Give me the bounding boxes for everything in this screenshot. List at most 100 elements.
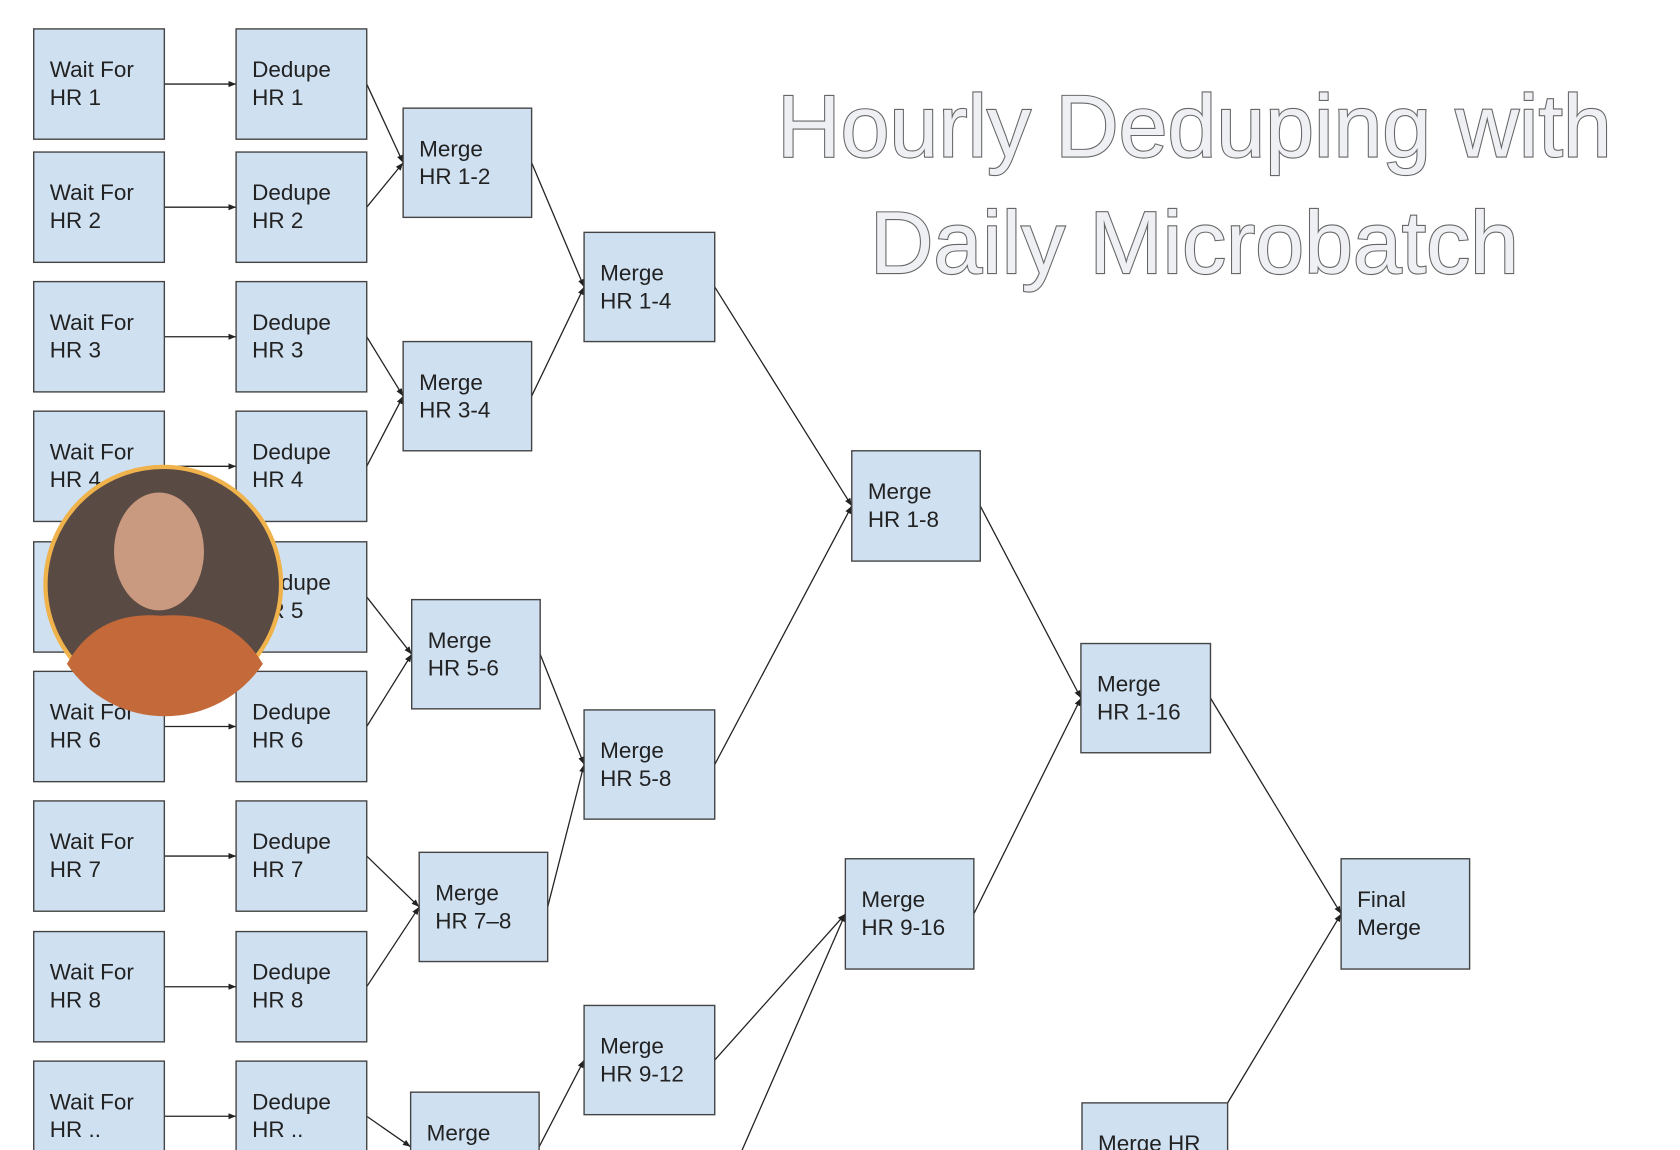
node-label: HR 2 bbox=[50, 208, 101, 233]
edge bbox=[366, 596, 413, 655]
node-label: Merge bbox=[428, 628, 492, 653]
node-box bbox=[583, 231, 716, 343]
node-label: HR 3 bbox=[50, 338, 101, 363]
webcam-shirt bbox=[66, 615, 263, 717]
node-box bbox=[235, 1060, 368, 1150]
node-box bbox=[844, 858, 975, 970]
node-box bbox=[235, 930, 368, 1043]
node-label: Merge bbox=[868, 479, 932, 504]
node: Wait For HR 3 bbox=[33, 280, 166, 393]
node-label: Wait For bbox=[50, 1089, 135, 1114]
node-label: Dedupe bbox=[252, 829, 331, 854]
node-label: Final bbox=[1357, 887, 1406, 912]
node-box bbox=[1081, 1102, 1229, 1150]
node-label: Dedupe bbox=[252, 180, 331, 205]
node: Dedupe HR 7 bbox=[235, 800, 368, 912]
node-box bbox=[402, 107, 533, 219]
node-label: HR .. bbox=[50, 1117, 101, 1142]
edge bbox=[714, 913, 846, 1061]
node-box bbox=[235, 410, 368, 523]
edge bbox=[366, 336, 404, 397]
node-box bbox=[33, 151, 166, 264]
node-label: Wait For bbox=[50, 310, 135, 335]
edge bbox=[366, 906, 420, 988]
edges bbox=[164, 80, 1342, 1150]
node: Dedupe HR 1 bbox=[235, 28, 368, 140]
node-label: Merge bbox=[419, 136, 483, 161]
node-box bbox=[235, 670, 368, 783]
edge bbox=[741, 913, 846, 1150]
edge bbox=[366, 855, 420, 908]
webcam-face bbox=[114, 492, 204, 611]
node-label: HR 3-4 bbox=[419, 398, 490, 423]
node: Dedupe HR 8 bbox=[235, 930, 368, 1043]
node-label: HR 7–8 bbox=[435, 908, 511, 933]
node-label: Merge HR bbox=[1098, 1131, 1200, 1150]
node: Dedupe HR 2 bbox=[235, 151, 368, 264]
webcam-overlay bbox=[43, 464, 284, 717]
node-label: Wait For bbox=[50, 829, 135, 854]
node-label: HR 9-16 bbox=[861, 915, 945, 940]
node-label: Wait For bbox=[50, 57, 135, 82]
node-label: Wait For bbox=[50, 180, 135, 205]
node: Wait For HR 7 bbox=[33, 800, 166, 912]
node-label: Dedupe bbox=[252, 57, 331, 82]
node-label: Dedupe bbox=[252, 439, 331, 464]
node-label: HR 7 bbox=[252, 857, 303, 882]
node-label: Dedupe bbox=[252, 310, 331, 335]
node-box bbox=[851, 450, 981, 562]
node-box bbox=[1340, 858, 1471, 970]
node: Wait For HR 2 bbox=[33, 151, 166, 264]
node-label: Dedupe bbox=[252, 700, 331, 725]
node-label: Merge bbox=[600, 738, 664, 763]
node-box bbox=[583, 1004, 716, 1116]
edge bbox=[366, 1115, 411, 1148]
node: Merge HR 1-8 bbox=[851, 450, 981, 562]
node-box bbox=[235, 280, 368, 393]
node-label: Merge bbox=[1097, 672, 1161, 697]
node-label: HR 9-12 bbox=[600, 1061, 684, 1086]
node-box bbox=[33, 28, 166, 140]
node-label: HR 5-8 bbox=[600, 766, 671, 791]
node: Wait For HR 8 bbox=[33, 930, 166, 1043]
edge bbox=[531, 286, 585, 397]
node-box bbox=[235, 28, 368, 140]
node: Dedupe HR 4 bbox=[235, 410, 368, 523]
node: Wait For HR 1 bbox=[33, 28, 166, 140]
edge bbox=[1209, 697, 1342, 915]
edge bbox=[366, 83, 404, 164]
edge bbox=[1227, 913, 1342, 1104]
node: Merge HR bbox=[1081, 1102, 1229, 1150]
node-label: HR 1 bbox=[50, 85, 101, 110]
node-label: HR 1-16 bbox=[1097, 700, 1181, 725]
node: Final Merge bbox=[1340, 858, 1471, 970]
node-label: Merge bbox=[427, 1120, 491, 1145]
node: Dedupe HR 3 bbox=[235, 280, 368, 393]
node-box bbox=[583, 709, 716, 820]
node-label: HR 8 bbox=[252, 988, 303, 1013]
node-label: Dedupe bbox=[252, 960, 331, 985]
node-label: Dedupe bbox=[252, 1089, 331, 1114]
node: Merge HR 5-8 bbox=[583, 709, 716, 820]
node-label: Wait For bbox=[50, 439, 135, 464]
node: Dedupe HR .. bbox=[235, 1060, 368, 1150]
node-label: HR 1-4 bbox=[600, 288, 671, 313]
node-label: HR .. bbox=[252, 1117, 303, 1142]
node-label: Merge bbox=[600, 1034, 664, 1059]
node-box bbox=[402, 340, 533, 452]
node: Merge HR 1-2 bbox=[402, 107, 533, 219]
node-box bbox=[33, 930, 166, 1043]
edge bbox=[714, 505, 853, 765]
edge bbox=[366, 395, 404, 467]
node-label: Merge bbox=[1357, 915, 1421, 940]
node-label: Merge bbox=[861, 887, 925, 912]
node-label: HR 6 bbox=[252, 727, 303, 752]
node: Merge HR .. bbox=[409, 1091, 540, 1150]
node-box bbox=[33, 800, 166, 912]
node-label: HR 2 bbox=[252, 208, 303, 233]
node-label: Merge bbox=[435, 881, 499, 906]
